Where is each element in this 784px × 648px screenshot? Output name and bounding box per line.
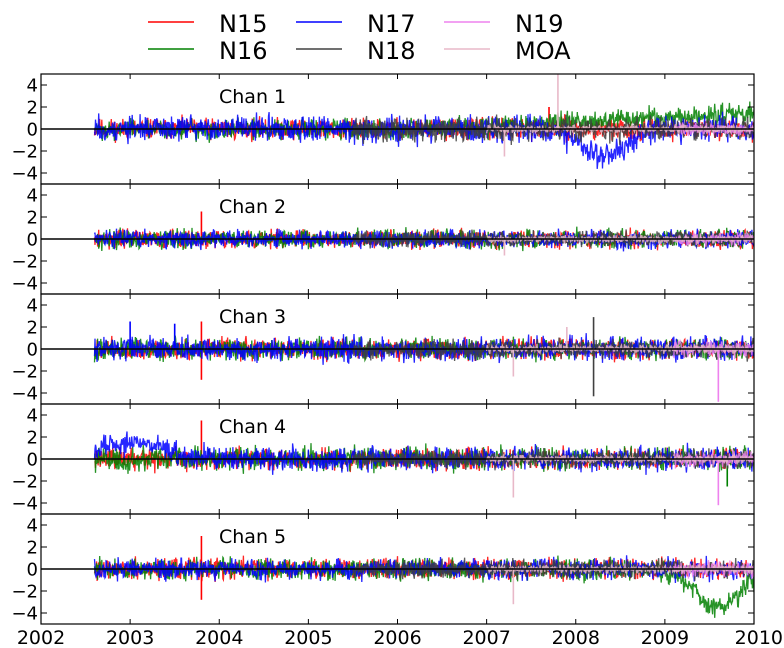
legend-entry-n18: N18 xyxy=(296,37,416,65)
y-tick-label: −2 xyxy=(11,582,38,603)
y-tick-label: 0 xyxy=(27,230,38,251)
y-tick-label: 0 xyxy=(27,340,38,361)
y-tick-label: 4 xyxy=(27,516,38,537)
y-tick-label: −2 xyxy=(11,252,38,273)
x-tick-label: 2007 xyxy=(462,627,510,648)
y-tick-label: 0 xyxy=(27,450,38,471)
y-tick-label: 2 xyxy=(27,428,38,449)
legend-entry-n17: N17 xyxy=(296,10,416,38)
legend-label: N15 xyxy=(219,10,268,38)
series-group xyxy=(93,74,754,169)
y-tick-label: 2 xyxy=(27,208,38,229)
y-tick-label: −4 xyxy=(11,494,38,515)
y-tick-label: −2 xyxy=(11,362,38,383)
y-tick-label: −4 xyxy=(11,604,38,625)
legend-entry-n15: N15 xyxy=(148,10,268,38)
series-line-moa xyxy=(485,121,754,136)
panel-label: Chan 1 xyxy=(219,86,286,108)
y-tick-label: 2 xyxy=(27,318,38,339)
series-line-n18 xyxy=(352,229,754,250)
y-tick-label: 2 xyxy=(27,98,38,119)
panel-label: Chan 5 xyxy=(219,526,286,548)
x-tick-label: 2006 xyxy=(373,627,421,648)
legend-label: N17 xyxy=(367,10,416,38)
series-group xyxy=(93,317,754,402)
y-tick-label: 4 xyxy=(27,76,38,97)
y-tick-label: 2 xyxy=(27,538,38,559)
x-tick-label: 2002 xyxy=(17,627,65,648)
panel-chan-2: 420−2−4 Chan 2 xyxy=(11,183,755,295)
x-tick-label: 2010 xyxy=(735,627,783,648)
panel-chan-3: 420−2−4 Chan 3 xyxy=(11,293,755,405)
x-tick-label: 2005 xyxy=(284,627,332,648)
panel-chan-5: 420−2−4 Chan 5 xyxy=(11,513,755,625)
panel-chan-4: 420−2−4 Chan 4 xyxy=(11,403,755,515)
x-tick-label: 2004 xyxy=(195,627,243,648)
legend-label: N18 xyxy=(367,37,416,65)
legend-label: N19 xyxy=(515,10,564,38)
x-tick-label: 2009 xyxy=(641,627,689,648)
y-tick-label: 4 xyxy=(27,186,38,207)
panel-label: Chan 3 xyxy=(219,306,286,328)
y-tick-label: −4 xyxy=(11,164,38,185)
x-axis: 2002 2003 2004 2005 2006 2007 2008 2009 2010 xyxy=(17,627,783,648)
legend-label: MOA xyxy=(515,37,571,65)
legend-entry-moa: MOA xyxy=(444,37,571,65)
panel-label: Chan 2 xyxy=(219,196,286,218)
series-group xyxy=(93,211,754,256)
series-group xyxy=(93,420,754,506)
x-tick-label: 2003 xyxy=(106,627,154,648)
y-tick-label: −2 xyxy=(11,142,38,163)
y-tick-label: 0 xyxy=(27,560,38,581)
y-tick-label: 4 xyxy=(27,296,38,317)
series-line-moa xyxy=(485,452,754,466)
y-tick-label: −4 xyxy=(11,274,38,295)
panel-chan-1: 420−2−4 Chan 1 xyxy=(11,73,755,185)
y-tick-label: 0 xyxy=(27,120,38,141)
series-group xyxy=(93,536,754,618)
y-tick-label: −4 xyxy=(11,384,38,405)
y-tick-label: 4 xyxy=(27,406,38,427)
x-tick-label: 2008 xyxy=(552,627,600,648)
panel-label: Chan 4 xyxy=(219,416,286,438)
legend-entry-n16: N16 xyxy=(148,37,268,65)
y-tick-label: −2 xyxy=(11,472,38,493)
legend-entry-n19: N19 xyxy=(444,10,564,38)
legend-label: N16 xyxy=(219,37,268,65)
